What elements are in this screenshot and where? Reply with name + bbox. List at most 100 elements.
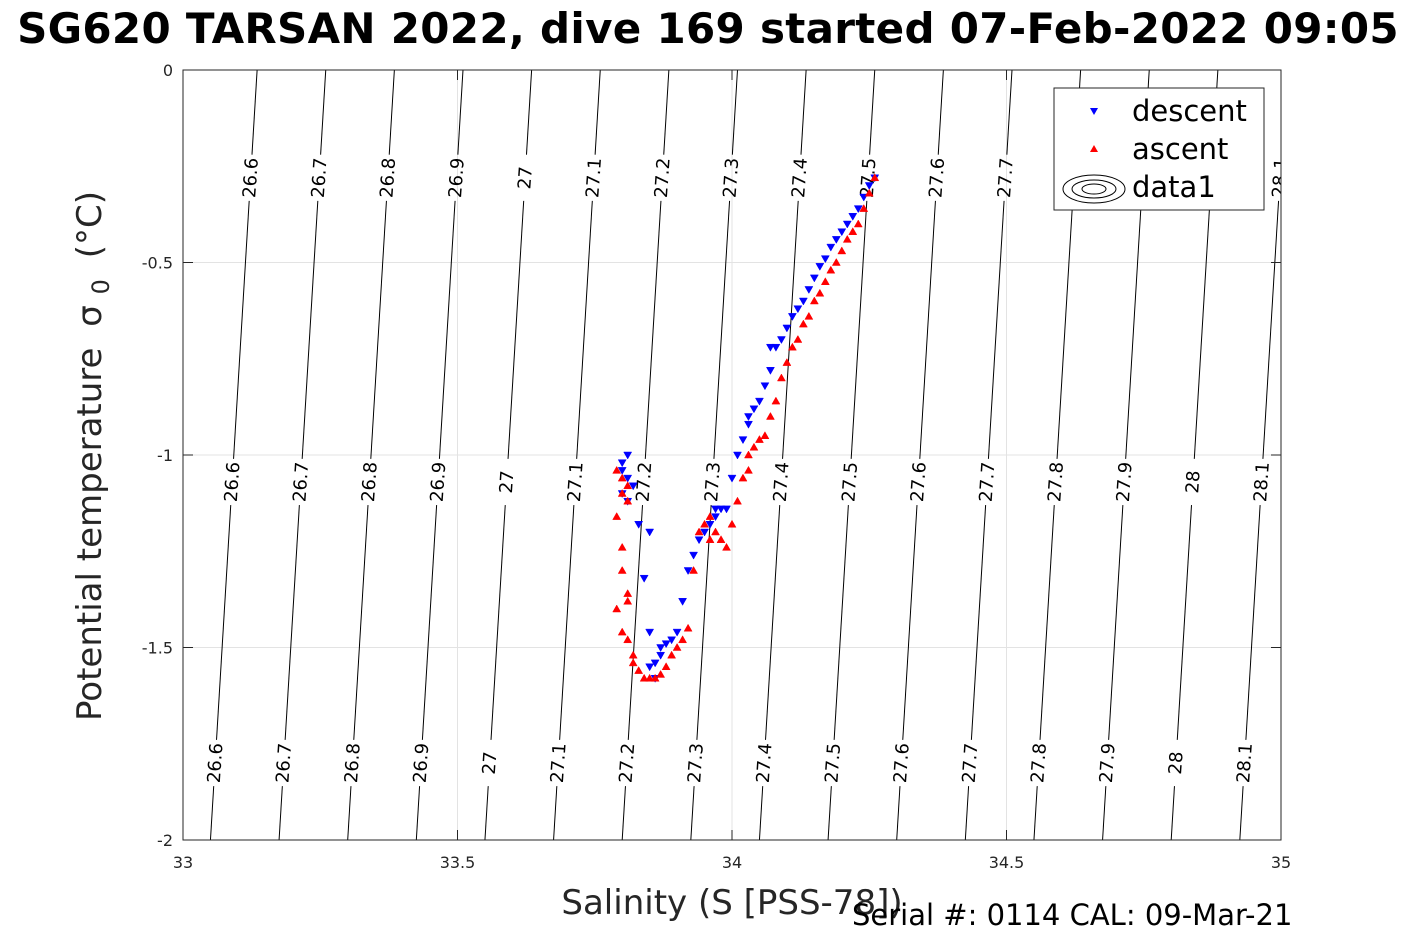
contour-label: 27.8	[1027, 742, 1051, 783]
ascent-point	[771, 396, 781, 405]
ascent-point	[809, 296, 819, 305]
y-axis-label-symbol: σ	[70, 305, 110, 327]
descent-point	[787, 313, 797, 321]
descent-point	[831, 236, 841, 244]
ascent-series	[612, 173, 880, 682]
axes: 33 33.5 34 34.5 35 -2 -1.5 -1 -0.5 0	[142, 61, 1291, 872]
descent-point	[842, 220, 852, 229]
density-contour-line	[621, 786, 626, 840]
descent-point	[634, 521, 644, 529]
descent-point	[793, 305, 803, 314]
ascent-point	[853, 219, 863, 228]
descent-point	[864, 182, 874, 191]
descent-point	[623, 451, 633, 460]
descent-point	[661, 640, 671, 649]
density-contour-line	[1039, 505, 1055, 740]
density-contour-line	[902, 505, 918, 740]
legend-box	[1053, 87, 1265, 211]
ascent-point	[848, 227, 858, 235]
contour-label: 27.3	[720, 157, 744, 198]
ascent-point	[612, 604, 622, 613]
descent-point	[760, 382, 770, 391]
contour-label: 27.2	[633, 461, 657, 502]
density-contour-line	[370, 200, 387, 459]
y-tick-label: 0	[163, 61, 173, 80]
descent-point	[716, 505, 726, 514]
ascent-point	[689, 565, 699, 574]
density-contour-line	[1176, 505, 1192, 740]
density-contour-line	[559, 505, 575, 740]
density-contour-line	[415, 786, 421, 840]
y-axis-label-unit: (°C)	[70, 191, 110, 258]
density-contour-line	[457, 70, 464, 155]
ascent-point	[787, 342, 797, 351]
density-contour-line	[1262, 200, 1280, 459]
descent-point	[694, 536, 704, 545]
descent-point	[711, 505, 720, 514]
ascent-point	[837, 246, 847, 255]
contour-label: 27.6	[907, 461, 931, 502]
descent-point	[798, 297, 808, 306]
ascent-point	[782, 358, 792, 366]
density-contour-line	[1280, 152, 1281, 155]
ascent-point	[683, 623, 693, 632]
density-contour-line	[1245, 505, 1261, 740]
density-contour-line	[301, 200, 319, 459]
ascent-point	[738, 473, 748, 482]
descent-point	[804, 286, 814, 294]
density-contour-line	[216, 505, 232, 740]
ascent-point	[804, 311, 814, 320]
ascent-point	[864, 188, 874, 197]
ascent-point	[672, 642, 682, 651]
descent-point	[776, 336, 786, 345]
ascent-point	[612, 512, 622, 520]
density-contour-line	[850, 200, 868, 459]
ascent-point	[678, 635, 688, 644]
contour-label: 27.6	[890, 742, 914, 783]
ascent-point	[842, 234, 852, 243]
descent-point	[853, 205, 863, 214]
descent-point	[689, 551, 699, 560]
contour-label: 27	[496, 470, 519, 494]
density-contour-line	[1033, 786, 1038, 840]
ascent-point	[634, 666, 644, 674]
ascent-point	[793, 334, 803, 343]
ascent-point	[628, 658, 638, 667]
x-tick-label: 34.5	[989, 853, 1025, 872]
x-tick-label: 33.5	[440, 853, 476, 872]
density-contour-line	[490, 505, 506, 740]
descent-point	[826, 243, 836, 252]
density-contour-line	[896, 786, 901, 840]
density-contour-line	[1170, 786, 1175, 840]
ascent-point	[694, 527, 704, 536]
density-contour-line	[970, 505, 987, 740]
density-contour-line	[731, 70, 738, 155]
contour-label: 26.7	[289, 461, 313, 502]
descent-point	[650, 659, 660, 668]
x-tick-label: 33	[173, 853, 193, 872]
contour-label: 28.1	[1250, 461, 1274, 502]
ascent-point	[820, 277, 830, 285]
ascent-point	[650, 673, 660, 682]
ascent-point	[815, 288, 825, 297]
density-contour-line	[1056, 200, 1074, 459]
contour-label: 27.6	[925, 157, 949, 198]
legend-contour-marker	[1081, 183, 1107, 195]
ascent-point	[705, 512, 715, 520]
ascent-point	[617, 488, 627, 497]
density-contour-line	[937, 70, 944, 155]
ascent-point	[776, 373, 786, 382]
contour-label: 27.5	[821, 742, 845, 783]
legend-label: data1	[1132, 170, 1216, 204]
density-contour-line	[1193, 200, 1211, 459]
contour-label: 26.6	[221, 461, 245, 502]
ascent-point	[617, 473, 627, 482]
ascent-point	[617, 627, 627, 636]
density-contour-line	[278, 786, 283, 840]
ascent-point	[623, 481, 633, 490]
ascent-point	[617, 565, 627, 574]
ascent-point	[733, 496, 742, 505]
contour-label: 27.9	[1096, 742, 1120, 783]
descent-point	[639, 574, 649, 583]
legend-label: ascent	[1132, 132, 1228, 166]
